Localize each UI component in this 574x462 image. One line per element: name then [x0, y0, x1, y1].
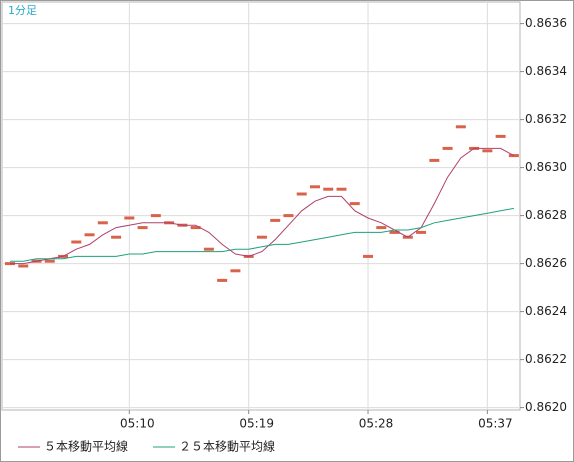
price-dash — [283, 214, 294, 218]
x-tick-label: 05:19 — [239, 417, 274, 431]
price-dash — [217, 278, 228, 282]
price-dash — [416, 230, 427, 234]
price-dash — [270, 218, 281, 222]
price-dash — [84, 233, 95, 237]
price-dash — [389, 230, 400, 234]
legend-label: ２５本移動平均線 — [179, 439, 275, 454]
y-tick-label: 0.8620 — [525, 400, 567, 414]
price-dash — [309, 185, 320, 189]
y-tick-label: 0.8634 — [525, 64, 567, 78]
y-tick-label: 0.8628 — [525, 208, 567, 222]
chart-title: 1分足 — [8, 4, 37, 17]
y-tick-label: 0.8626 — [525, 256, 567, 270]
price-dash — [18, 264, 29, 268]
x-tick-label: 05:28 — [359, 417, 394, 431]
moving-average-line — [10, 147, 515, 265]
price-dash — [190, 226, 201, 230]
price-dash — [230, 269, 241, 273]
price-dash — [495, 134, 506, 138]
plot-area — [1, 1, 521, 411]
price-dash — [150, 214, 161, 218]
price-dash — [256, 235, 267, 239]
price-dash — [323, 187, 334, 191]
price-dash — [349, 202, 360, 206]
price-dash — [376, 226, 387, 230]
y-tick-label: 0.8622 — [525, 352, 567, 366]
x-tick-label: 05:10 — [120, 417, 155, 431]
price-dash — [71, 240, 82, 244]
y-tick-label: 0.8636 — [525, 16, 567, 30]
price-dash — [296, 192, 307, 196]
price-dash — [124, 216, 135, 220]
price-dash — [44, 259, 55, 263]
price-dash — [336, 187, 347, 191]
y-tick-label: 0.8624 — [525, 304, 567, 318]
price-dash — [363, 254, 374, 258]
moving-average-line — [10, 207, 514, 262]
y-tick-label: 0.8632 — [525, 112, 567, 126]
price-dash — [442, 146, 453, 150]
price-dash — [111, 235, 122, 239]
legend-label: ５本移動平均線 — [44, 439, 128, 454]
price-dash — [429, 158, 440, 162]
y-tick-label: 0.8630 — [525, 160, 567, 174]
price-dash — [203, 247, 214, 251]
price-dash — [97, 221, 108, 225]
x-tick-label: 05:37 — [478, 417, 513, 431]
price-dash — [482, 149, 493, 153]
price-dash — [455, 125, 466, 129]
price-dash — [137, 226, 148, 230]
